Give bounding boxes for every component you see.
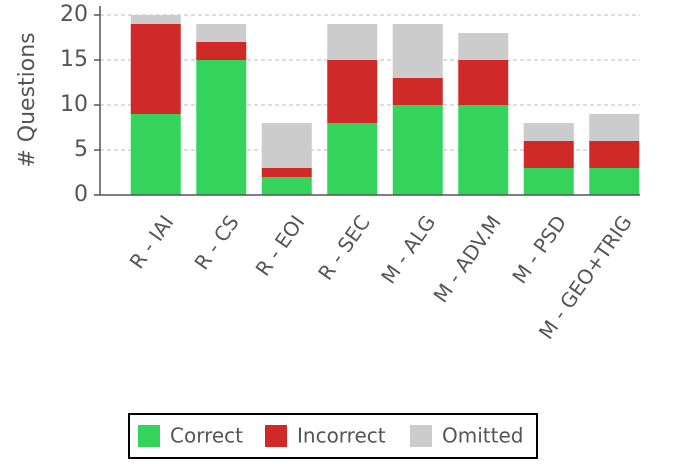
bar-segment [130, 15, 181, 24]
legend-swatch [410, 425, 432, 447]
x-tick-label: R - EOI [251, 211, 310, 281]
bar-segment [261, 168, 312, 177]
x-tick-label: R - CS [189, 211, 243, 274]
legend-label: Correct [170, 424, 243, 448]
y-tick-label: 20 [60, 2, 88, 27]
bar-segment [589, 114, 640, 141]
y-tick-label: 5 [74, 137, 88, 162]
bar-segment [327, 123, 378, 195]
bar-segment [196, 24, 247, 42]
legend-swatch [265, 425, 287, 447]
bar-segment [261, 177, 312, 195]
bar-segment [196, 42, 247, 60]
x-tick-label: M - PSD [507, 211, 571, 288]
bar-segment [130, 24, 181, 114]
bar-segment [458, 60, 509, 105]
y-axis-label: # Questions [15, 32, 40, 167]
bar-segment [130, 114, 181, 195]
bar-segment [327, 60, 378, 123]
bar-segment [589, 141, 640, 168]
bar-segment [392, 24, 443, 78]
bar-segment [523, 168, 574, 195]
legend-label: Incorrect [297, 424, 386, 448]
bar-segment [458, 105, 509, 195]
bar-segment [523, 141, 574, 168]
legend-swatch [138, 425, 160, 447]
bar-segment [589, 168, 640, 195]
bar-segment [261, 123, 312, 168]
bar-segment [523, 123, 574, 141]
x-tick-label: M - ADV.M [428, 211, 505, 307]
x-tick-label: M - ALG [376, 211, 440, 288]
bar-segment [392, 105, 443, 195]
y-tick-label: 10 [60, 92, 88, 117]
x-tick-label: R - SEC [313, 211, 375, 285]
bar-segment [392, 78, 443, 105]
bar-segment [327, 24, 378, 60]
bar-segment [196, 60, 247, 195]
x-tick-label: R - IAI [125, 211, 179, 273]
y-tick-label: 0 [74, 182, 88, 207]
y-tick-label: 15 [60, 47, 88, 72]
bar-segment [458, 33, 509, 60]
legend-box [128, 413, 538, 459]
legend-label: Omitted [442, 424, 523, 448]
